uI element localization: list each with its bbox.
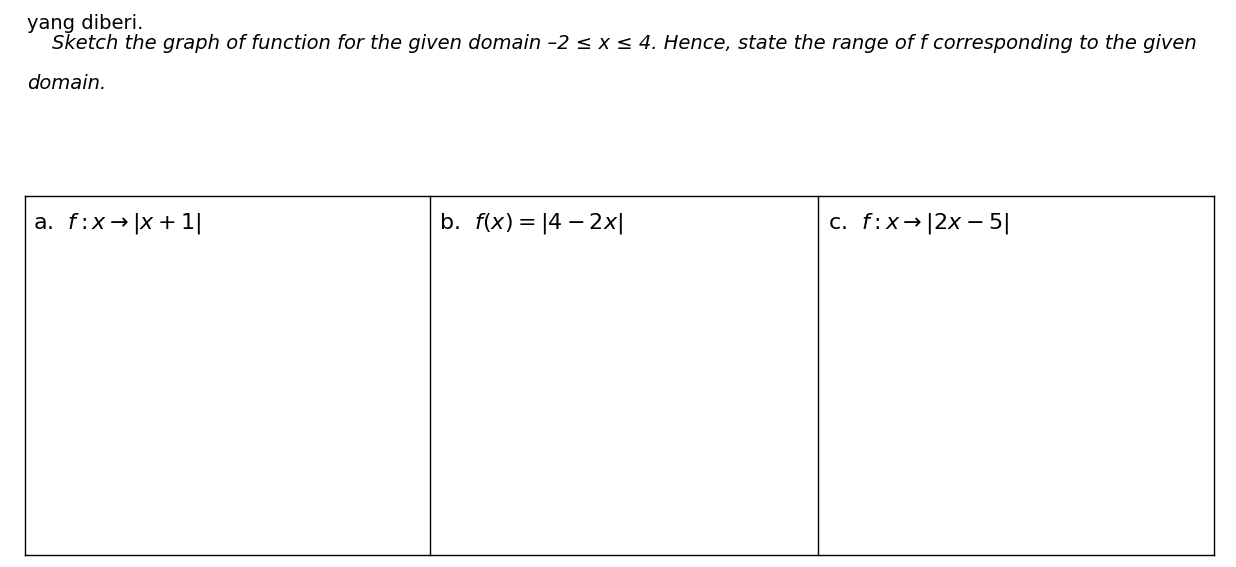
Text: Sketch the graph of function for the given domain –2 ≤ x ≤ 4. Hence, state the r: Sketch the graph of function for the giv… bbox=[27, 34, 1196, 53]
Text: domain.: domain. bbox=[27, 74, 106, 93]
Text: b.  $\it{f}(\it{x})=|4-2\it{x}|$: b. $\it{f}(\it{x})=|4-2\it{x}|$ bbox=[439, 211, 623, 236]
Text: a.  $\it{f}:\it{x}\rightarrow|\it{x}+1|$: a. $\it{f}:\it{x}\rightarrow|\it{x}+1|$ bbox=[33, 211, 201, 236]
Text: yang diberi.: yang diberi. bbox=[27, 14, 143, 33]
Text: c.  $\it{f}:\it{x}\rightarrow|2\it{x}-5|$: c. $\it{f}:\it{x}\rightarrow|2\it{x}-5|$ bbox=[828, 211, 1009, 236]
